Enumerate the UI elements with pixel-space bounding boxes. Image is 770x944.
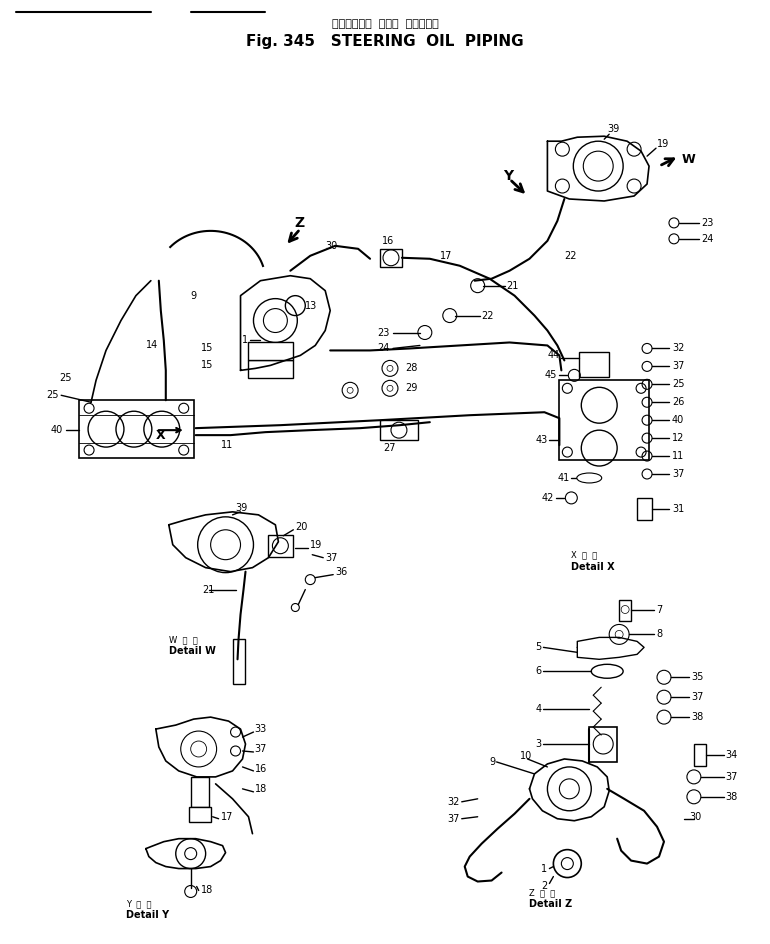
Text: 24: 24	[701, 234, 713, 244]
Text: 9: 9	[490, 757, 496, 767]
Text: 8: 8	[656, 630, 662, 639]
Bar	[619, 599, 631, 621]
Text: 15: 15	[201, 344, 213, 353]
Text: Y: Y	[504, 169, 514, 183]
Text: 42: 42	[542, 493, 554, 503]
Bar	[637, 497, 652, 520]
Bar	[79, 400, 194, 458]
Text: X  詳  細: X 詳 細	[571, 550, 598, 559]
Text: 3: 3	[535, 739, 541, 749]
Text: 16: 16	[382, 236, 394, 245]
Text: 39: 39	[608, 125, 619, 134]
Text: 21: 21	[507, 280, 519, 291]
Text: 37: 37	[726, 772, 738, 782]
Bar	[694, 744, 706, 766]
Text: 37: 37	[325, 552, 337, 563]
Bar	[191, 777, 209, 807]
Text: 40: 40	[672, 415, 685, 425]
Text: Detail X: Detail X	[571, 562, 615, 572]
Text: 32: 32	[447, 797, 460, 807]
Text: 12: 12	[672, 433, 685, 443]
Text: 29: 29	[405, 383, 417, 394]
Text: 23: 23	[377, 328, 390, 338]
Text: 6: 6	[535, 666, 541, 676]
Text: 15: 15	[201, 361, 213, 370]
Text: 25: 25	[672, 379, 685, 389]
Bar	[249, 361, 293, 379]
Text: Detail W: Detail W	[169, 647, 216, 656]
Text: 30: 30	[325, 241, 337, 251]
Text: Y  詳  細: Y 詳 細	[126, 899, 152, 908]
Text: 11: 11	[220, 440, 233, 450]
Bar	[269, 534, 293, 557]
Text: 11: 11	[672, 451, 685, 461]
Text: Detail Y: Detail Y	[126, 910, 169, 920]
Text: Fig. 345   STEERING  OIL  PIPING: Fig. 345 STEERING OIL PIPING	[246, 34, 524, 49]
Text: 14: 14	[146, 341, 158, 350]
Text: 9: 9	[191, 291, 197, 300]
Text: 25: 25	[47, 390, 59, 400]
Text: 17: 17	[440, 251, 452, 261]
Text: 45: 45	[545, 370, 557, 380]
Text: 13: 13	[305, 300, 317, 311]
Text: W  詳  細: W 詳 細	[169, 635, 198, 644]
Bar	[589, 727, 618, 762]
Bar	[579, 352, 609, 378]
Bar	[380, 249, 402, 267]
Text: 43: 43	[535, 435, 547, 446]
Text: 34: 34	[726, 750, 738, 760]
Text: 40: 40	[51, 425, 63, 435]
Text: 19: 19	[657, 139, 669, 149]
Text: 33: 33	[254, 724, 266, 734]
Text: 19: 19	[310, 540, 323, 549]
Bar	[380, 420, 418, 440]
Text: 38: 38	[691, 712, 703, 722]
Text: 1: 1	[243, 335, 249, 346]
Text: 10: 10	[520, 751, 532, 761]
Text: 1: 1	[541, 864, 547, 873]
Text: 41: 41	[557, 473, 569, 483]
Text: 21: 21	[203, 584, 215, 595]
Text: Z  詳  細: Z 詳 細	[530, 888, 556, 897]
Text: 44: 44	[547, 350, 559, 361]
Text: 17: 17	[220, 812, 233, 821]
Text: ステアリング  オイル  パイピング: ステアリング オイル パイピング	[332, 19, 438, 28]
Text: 37: 37	[672, 362, 685, 371]
Text: 30: 30	[689, 812, 701, 821]
Text: Z: Z	[294, 216, 304, 230]
Text: 23: 23	[701, 218, 713, 228]
Text: 28: 28	[405, 363, 417, 374]
Text: 4: 4	[535, 704, 541, 715]
Text: 2: 2	[541, 882, 547, 891]
Text: 22: 22	[482, 311, 494, 321]
Text: 24: 24	[377, 344, 390, 353]
Text: 37: 37	[254, 744, 267, 754]
Text: 20: 20	[296, 522, 308, 531]
Text: 37: 37	[691, 692, 703, 702]
Text: 37: 37	[447, 814, 460, 824]
Text: 26: 26	[672, 397, 685, 407]
Text: 18: 18	[254, 784, 266, 794]
Text: 22: 22	[564, 251, 577, 261]
Bar	[189, 807, 211, 821]
Text: 37: 37	[672, 469, 685, 479]
Text: 16: 16	[254, 764, 266, 774]
Text: 5: 5	[535, 642, 541, 652]
Text: 32: 32	[672, 344, 685, 353]
Text: 38: 38	[726, 792, 738, 801]
Text: 39: 39	[236, 503, 248, 513]
Text: Detail Z: Detail Z	[530, 900, 573, 909]
Bar	[559, 380, 649, 460]
Text: 31: 31	[672, 504, 685, 514]
Text: 36: 36	[335, 566, 347, 577]
Bar	[233, 639, 245, 684]
Text: 7: 7	[656, 604, 662, 615]
Text: 18: 18	[201, 885, 213, 896]
Text: 27: 27	[383, 443, 397, 453]
Bar	[249, 343, 293, 361]
Text: 35: 35	[691, 672, 703, 683]
Text: W: W	[682, 153, 695, 165]
Text: 25: 25	[59, 373, 72, 383]
Text: X: X	[156, 429, 166, 442]
